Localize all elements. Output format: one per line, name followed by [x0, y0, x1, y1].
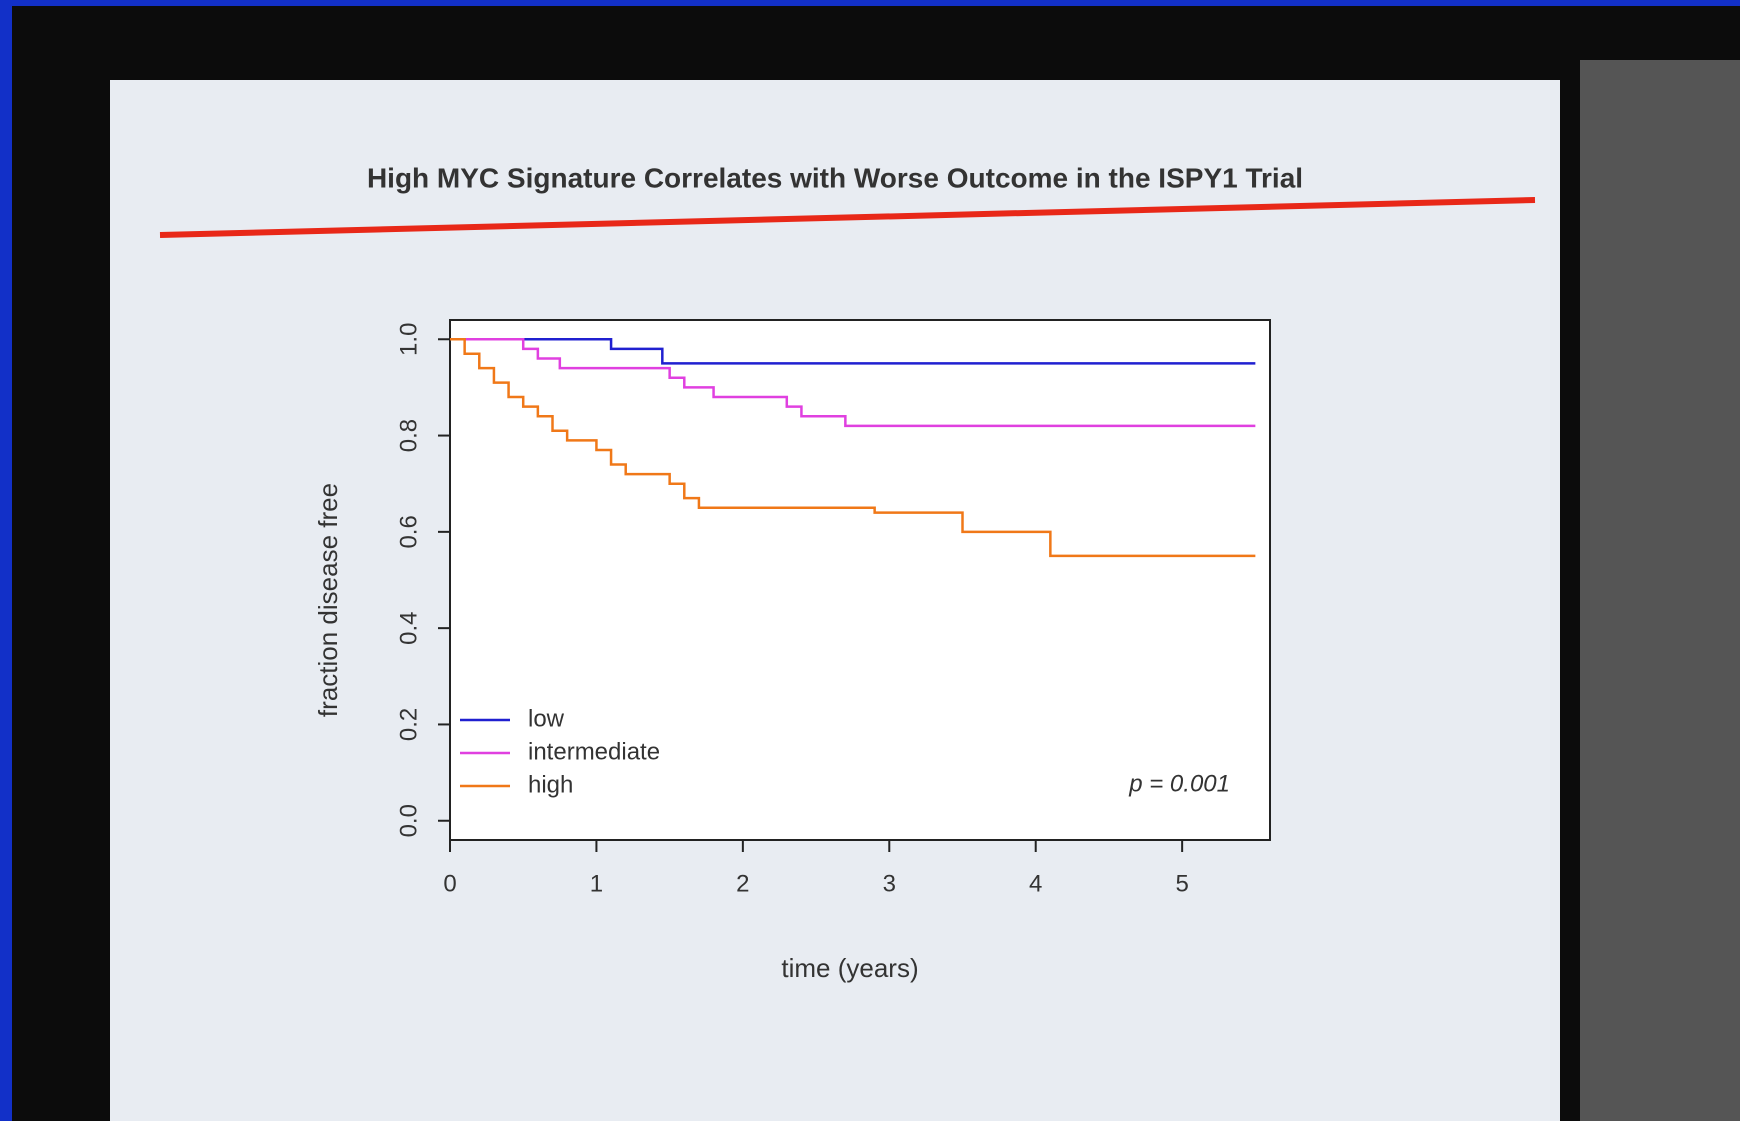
y-axis-label: fraction disease free [313, 483, 343, 717]
y-tick-label: 0.4 [395, 611, 422, 644]
x-tick-label: 1 [590, 870, 603, 897]
chart: High MYC Signature Correlates with Worse… [0, 0, 1740, 1121]
y-tick-label: 0.6 [395, 515, 422, 548]
x-tick-label: 5 [1175, 870, 1188, 897]
legend-label: high [528, 771, 573, 798]
side-wall [1580, 60, 1740, 1121]
x-axis-label: time (years) [781, 953, 918, 983]
y-tick-label: 0.0 [395, 804, 422, 837]
x-tick-label: 0 [443, 870, 456, 897]
y-tick-label: 0.2 [395, 708, 422, 741]
x-tick-label: 4 [1029, 870, 1042, 897]
x-tick-label: 2 [736, 870, 749, 897]
y-tick-label: 1.0 [395, 323, 422, 356]
y-tick-label: 0.8 [395, 419, 422, 452]
chart-title: High MYC Signature Correlates with Worse… [367, 162, 1303, 193]
legend-label: low [528, 705, 565, 732]
legend-label: intermediate [528, 738, 660, 765]
p-value: p = 0.001 [1128, 770, 1230, 797]
x-tick-label: 3 [883, 870, 896, 897]
